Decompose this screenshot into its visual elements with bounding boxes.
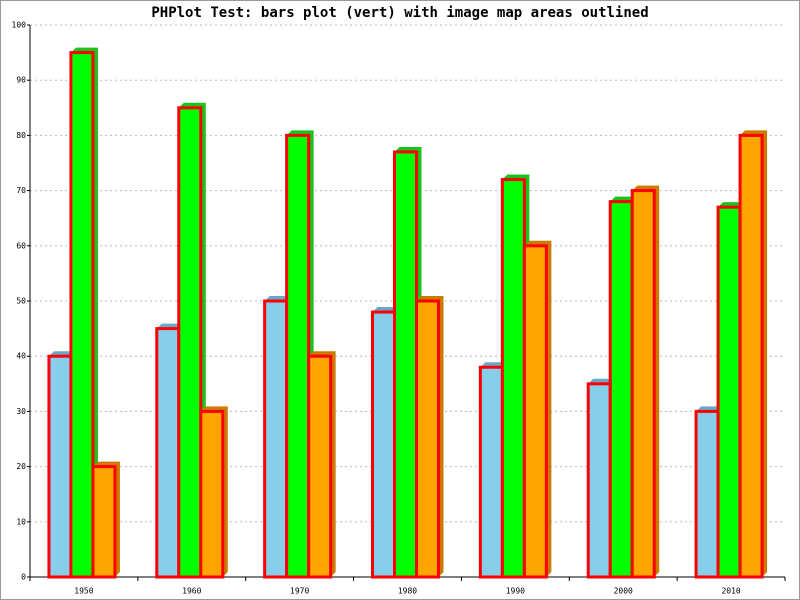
y-tick-label: 0 (21, 573, 26, 582)
y-tick-label: 50 (16, 297, 26, 306)
bar (415, 299, 440, 579)
bar-shade (632, 185, 660, 577)
y-tick-label: 80 (16, 131, 26, 140)
bar (608, 200, 634, 579)
bar (393, 150, 418, 579)
bar (155, 327, 181, 579)
bar-shade (416, 296, 444, 577)
bar (738, 133, 764, 579)
bar (586, 382, 612, 579)
bar-shade (92, 461, 120, 577)
y-tick-label: 70 (16, 186, 26, 195)
bar (522, 244, 548, 579)
chart-title: PHPlot Test: bars plot (vert) with image… (151, 5, 648, 21)
y-tick-label: 20 (16, 462, 26, 471)
bar (285, 133, 311, 579)
bar (199, 409, 225, 579)
x-tick-label: 2010 (721, 587, 740, 596)
bar (371, 310, 396, 579)
x-tick-label: 1970 (290, 587, 309, 596)
bar (716, 205, 742, 579)
bar (478, 365, 504, 579)
bar-shade (200, 406, 228, 577)
bar-shade (308, 351, 336, 577)
bar (263, 299, 289, 579)
x-tick-label: 1950 (74, 587, 93, 596)
x-tick-label: 2000 (614, 587, 633, 596)
bar-shade (524, 240, 552, 578)
bar (694, 409, 720, 579)
bar (47, 354, 73, 579)
bar (307, 354, 333, 579)
bar (69, 51, 95, 579)
bar (630, 189, 656, 579)
x-tick-label: 1990 (506, 587, 525, 596)
y-tick-label: 10 (16, 517, 26, 526)
y-tick-label: 40 (16, 352, 26, 361)
bar (500, 178, 526, 579)
y-tick-label: 100 (12, 21, 27, 30)
bar-shade (740, 130, 768, 577)
bar (91, 465, 117, 579)
y-tick-label: 60 (16, 241, 26, 250)
y-tick-label: 30 (16, 407, 26, 416)
x-tick-label: 1980 (398, 587, 417, 596)
x-tick-label: 1960 (182, 587, 201, 596)
bar (177, 106, 203, 579)
y-tick-label: 90 (16, 76, 26, 85)
